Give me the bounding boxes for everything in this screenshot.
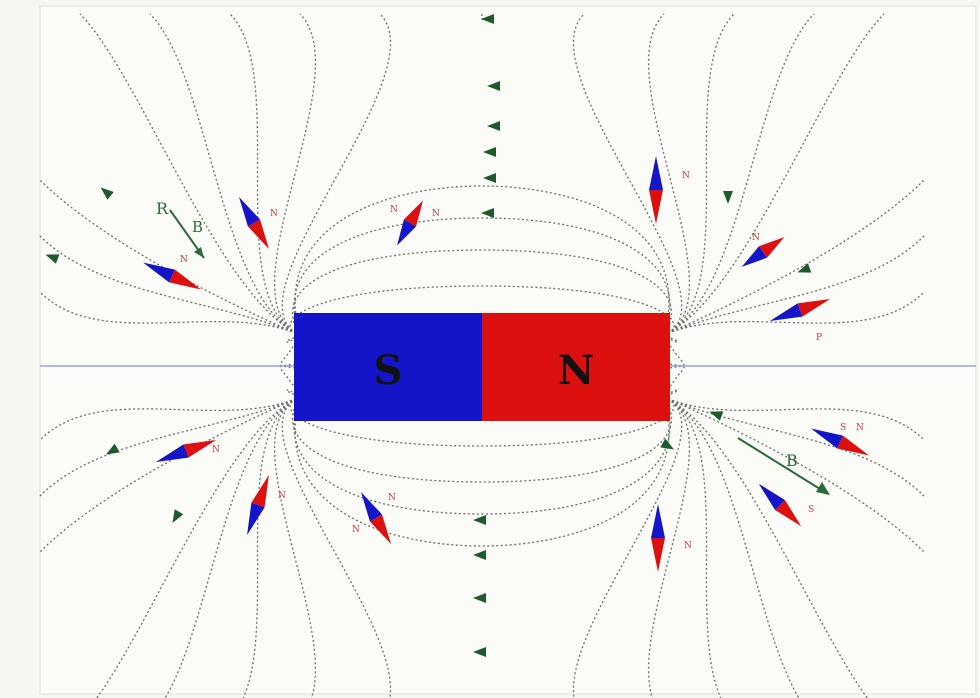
needle-label: S [808, 505, 814, 515]
needle-label: N [432, 209, 440, 219]
south-pole-label: S [374, 347, 403, 394]
field-arrow [473, 593, 486, 603]
compass-needles [142, 156, 870, 572]
field-arrow [723, 191, 733, 204]
field-line [663, 396, 800, 698]
field-arrow [709, 411, 724, 421]
field-line [663, 396, 722, 698]
field-line [647, 13, 691, 336]
vector-label-b: B [192, 218, 203, 236]
field-arrow [473, 550, 486, 560]
compass-needle [769, 299, 831, 321]
field-arrow [487, 81, 500, 91]
south-pole [294, 313, 482, 421]
bar-magnet: S N [294, 313, 670, 421]
needle-label: N [212, 445, 220, 455]
field-line [281, 396, 392, 698]
needle-label: N [278, 491, 286, 501]
needle-label: N [270, 209, 278, 219]
field-arrow [483, 173, 496, 183]
field-line [149, 13, 301, 336]
compass-needle [741, 237, 785, 267]
compass-needle [142, 262, 202, 290]
field-line [663, 13, 815, 336]
needle-label: N [352, 525, 360, 535]
needle-labels: N N N N N N P N N N N N S N S [180, 171, 864, 551]
north-pole-label: N [558, 347, 595, 394]
field-line [242, 396, 301, 698]
field-vectors: R B B [156, 199, 830, 495]
needle-label: P [816, 333, 822, 343]
field-line [164, 396, 301, 698]
field-line [663, 396, 869, 698]
field-line [39, 396, 301, 553]
field-arrow [483, 147, 496, 157]
field-arrow [172, 509, 184, 524]
field-line [273, 13, 317, 336]
field-line [289, 285, 675, 336]
field-line [281, 13, 392, 336]
field-direction-arrows [45, 14, 812, 657]
field-line [663, 179, 925, 336]
field-line [294, 396, 670, 547]
field-arrow [481, 14, 494, 24]
vector-label-r: R [156, 199, 169, 218]
compass-needle [649, 156, 663, 224]
field-line [229, 13, 301, 336]
field-line [95, 396, 301, 698]
field-arrow [105, 443, 120, 455]
needle-label: N [388, 493, 396, 503]
field-arrow [100, 187, 114, 200]
field-arrow [45, 254, 60, 264]
compass-needle [810, 428, 870, 456]
field-line [663, 396, 925, 553]
north-pole [482, 313, 670, 421]
field-line [663, 13, 735, 336]
field-line [663, 13, 885, 336]
needle-label: N [684, 541, 692, 551]
compass-needle [247, 474, 269, 536]
field-arrow [797, 263, 812, 273]
field-line [293, 217, 671, 336]
field-arrow [660, 438, 675, 450]
field-line [294, 185, 670, 336]
field-arrow [481, 208, 494, 218]
field-line [79, 13, 301, 336]
field-line [572, 396, 683, 698]
field-line [293, 396, 671, 515]
needle-label: N [856, 423, 864, 433]
field-line [289, 396, 675, 447]
field-arrow [473, 647, 486, 657]
needle-label: N [180, 255, 188, 265]
field-lines [39, 13, 925, 698]
needle-label: N [682, 171, 690, 181]
compass-needle [155, 440, 217, 462]
field-line [572, 13, 683, 336]
vector-label-b: B [786, 451, 798, 470]
compass-needle [651, 504, 665, 572]
field-arrow [473, 515, 486, 525]
field-arrow [487, 121, 500, 131]
compass-needle [361, 492, 391, 544]
compass-needle [397, 200, 423, 246]
needle-label: S [840, 423, 846, 433]
field-line [273, 396, 317, 698]
compass-needle [239, 197, 269, 249]
needle-label: N [390, 205, 398, 215]
field-line [647, 396, 691, 698]
field-vector-upper-left: R B [156, 199, 205, 259]
field-vector-lower-right: B [737, 437, 830, 495]
needle-label: N [752, 233, 760, 243]
compass-needle [758, 483, 802, 527]
